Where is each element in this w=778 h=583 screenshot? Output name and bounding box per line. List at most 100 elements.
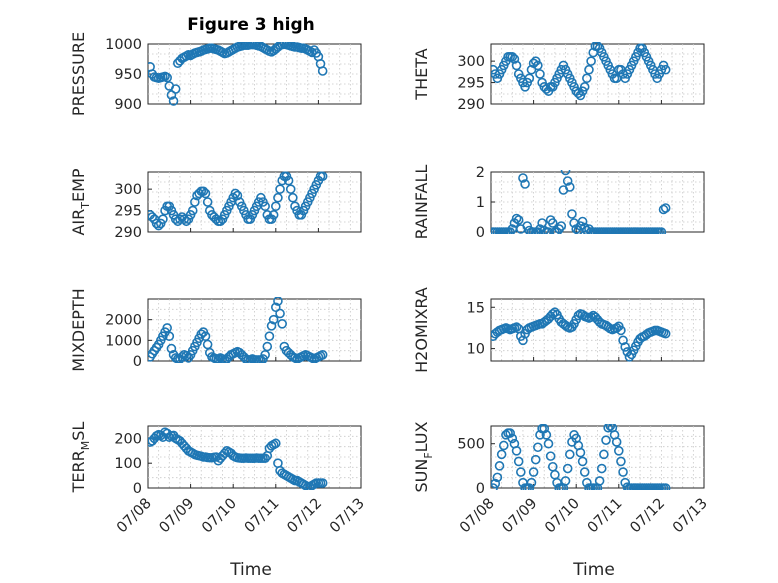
data-point [268, 210, 279, 220]
data-point [596, 463, 607, 474]
data-point [594, 476, 605, 486]
y-tick-label: 290 [114, 225, 142, 241]
data-point [232, 190, 243, 201]
data-point [541, 430, 552, 440]
data-point [511, 213, 522, 224]
data-point [520, 179, 530, 189]
y-tick-label: 900 [114, 97, 142, 113]
x-axis-label-left: Time [229, 560, 272, 580]
data-point [162, 72, 172, 83]
data-point [273, 297, 283, 306]
data-point [177, 352, 187, 362]
data-point [288, 192, 298, 203]
data-point [275, 308, 285, 319]
y-axis-label-terr-msl: TERRMSL [69, 422, 92, 494]
series-rainfall [491, 170, 671, 234]
data-point [660, 64, 671, 75]
data-point [179, 214, 190, 224]
panel-air-temp: 290 295 300 AIRTEMP [69, 168, 362, 241]
data-point [550, 307, 560, 318]
data-point [494, 461, 505, 471]
data-point [582, 73, 592, 84]
data-point [492, 472, 503, 483]
y-tick-label: 1 [476, 195, 485, 211]
data-point [270, 438, 281, 449]
data-point [539, 225, 550, 234]
data-point [285, 184, 296, 194]
data-point [262, 341, 273, 352]
x-tick-label: 07/10 [542, 496, 583, 537]
data-point [565, 182, 575, 192]
data-point [547, 309, 558, 319]
data-point [556, 221, 567, 231]
y-tick-label: 500 [457, 437, 485, 453]
data-point [565, 449, 575, 460]
y-tick-label: 0 [133, 481, 142, 497]
y-tick-label: 10 [467, 342, 485, 358]
x-tick-label: 07/13 [670, 496, 711, 537]
data-point [526, 64, 537, 75]
data-point [491, 478, 501, 489]
x-tick-label: 07/11 [585, 496, 626, 537]
data-point [153, 220, 164, 231]
data-point [543, 438, 554, 449]
y-tick-label: 2000 [105, 313, 142, 329]
data-point [260, 453, 270, 464]
x-tick-label: 07/10 [199, 496, 240, 537]
x-axis-label-right: Time [572, 560, 615, 580]
data-point [511, 322, 522, 332]
data-point [562, 463, 573, 474]
data-point [164, 331, 175, 342]
data-point [613, 445, 624, 456]
data-point [575, 447, 586, 458]
y-tick-label: 0 [133, 354, 142, 370]
y-tick-label: 15 [467, 300, 485, 316]
data-point [273, 192, 283, 203]
x-tick-label: 07/12 [627, 496, 668, 537]
data-point [577, 216, 588, 227]
panel-theta: 290 295 300 THETA [412, 42, 705, 113]
data-point [215, 216, 226, 227]
series-air-temp [148, 171, 328, 231]
series-pressure [148, 42, 328, 106]
data-point [317, 478, 328, 488]
y-axis-label-mixdepth: MIXDEPTH [69, 288, 88, 371]
data-point [535, 69, 545, 79]
data-point [575, 221, 586, 231]
data-point [166, 343, 177, 354]
y-tick-label: 200 [114, 431, 142, 447]
data-point [491, 483, 498, 490]
data-point [567, 209, 577, 219]
data-point [618, 335, 628, 346]
data-point [528, 467, 539, 477]
data-point [547, 218, 558, 228]
y-tick-label: 100 [114, 456, 142, 472]
data-point [505, 428, 515, 438]
data-point [611, 437, 622, 447]
panel-h2omixra: 10 15 H2OMIXRA [412, 287, 705, 373]
data-point [151, 218, 162, 229]
data-point [513, 456, 524, 467]
data-point [601, 435, 611, 445]
panel-sun-flux: 0 500 07/08 07/09 07/10 07/11 07/12 07/13 SUNFLU… [412, 421, 711, 536]
y-tick-label: 300 [114, 182, 142, 198]
y-axis-label-air-temp: AIRTEMP [69, 168, 92, 235]
data-point [181, 216, 192, 227]
data-point [198, 186, 209, 197]
series-sun-flux [491, 424, 671, 490]
y-tick-label: 1000 [105, 37, 142, 53]
y-tick-label: 295 [457, 76, 485, 92]
data-point [518, 173, 528, 183]
y-tick-label: 295 [114, 204, 142, 220]
data-point [560, 476, 571, 486]
data-point [560, 170, 571, 176]
data-point [200, 188, 211, 199]
data-point [509, 54, 520, 64]
data-point [577, 456, 588, 467]
data-point [586, 56, 596, 66]
data-point [592, 42, 603, 51]
data-point [270, 201, 281, 212]
y-tick-label: 300 [457, 54, 485, 70]
data-point [496, 449, 507, 460]
data-point [603, 424, 613, 433]
